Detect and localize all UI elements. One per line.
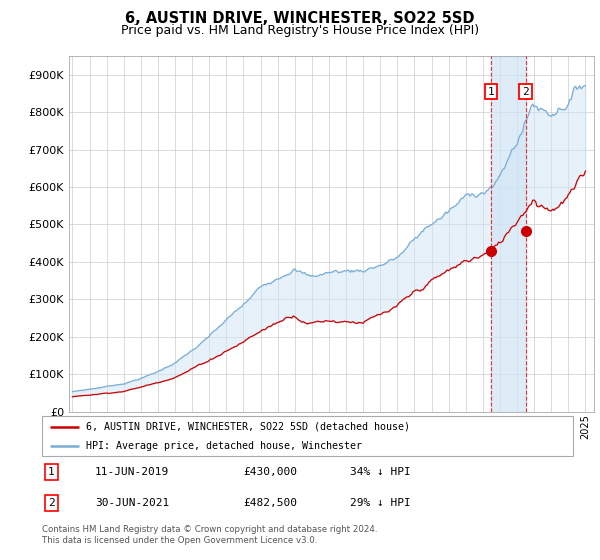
Text: £430,000: £430,000 bbox=[244, 467, 298, 477]
Bar bbox=[491, 56, 526, 412]
Text: 30-JUN-2021: 30-JUN-2021 bbox=[95, 498, 169, 508]
Text: 2: 2 bbox=[48, 498, 55, 508]
Text: 1: 1 bbox=[487, 87, 494, 96]
Text: 6, AUSTIN DRIVE, WINCHESTER, SO22 5SD (detached house): 6, AUSTIN DRIVE, WINCHESTER, SO22 5SD (d… bbox=[86, 422, 410, 432]
Text: £482,500: £482,500 bbox=[244, 498, 298, 508]
Text: 11-JUN-2019: 11-JUN-2019 bbox=[95, 467, 169, 477]
Text: 1: 1 bbox=[48, 467, 55, 477]
Text: 29% ↓ HPI: 29% ↓ HPI bbox=[350, 498, 411, 508]
Text: 2: 2 bbox=[522, 87, 529, 96]
Text: 6, AUSTIN DRIVE, WINCHESTER, SO22 5SD: 6, AUSTIN DRIVE, WINCHESTER, SO22 5SD bbox=[125, 11, 475, 26]
Text: HPI: Average price, detached house, Winchester: HPI: Average price, detached house, Winc… bbox=[86, 441, 362, 451]
FancyBboxPatch shape bbox=[42, 416, 573, 456]
Text: Price paid vs. HM Land Registry's House Price Index (HPI): Price paid vs. HM Land Registry's House … bbox=[121, 24, 479, 36]
Text: Contains HM Land Registry data © Crown copyright and database right 2024.
This d: Contains HM Land Registry data © Crown c… bbox=[42, 525, 377, 545]
Text: 34% ↓ HPI: 34% ↓ HPI bbox=[350, 467, 411, 477]
